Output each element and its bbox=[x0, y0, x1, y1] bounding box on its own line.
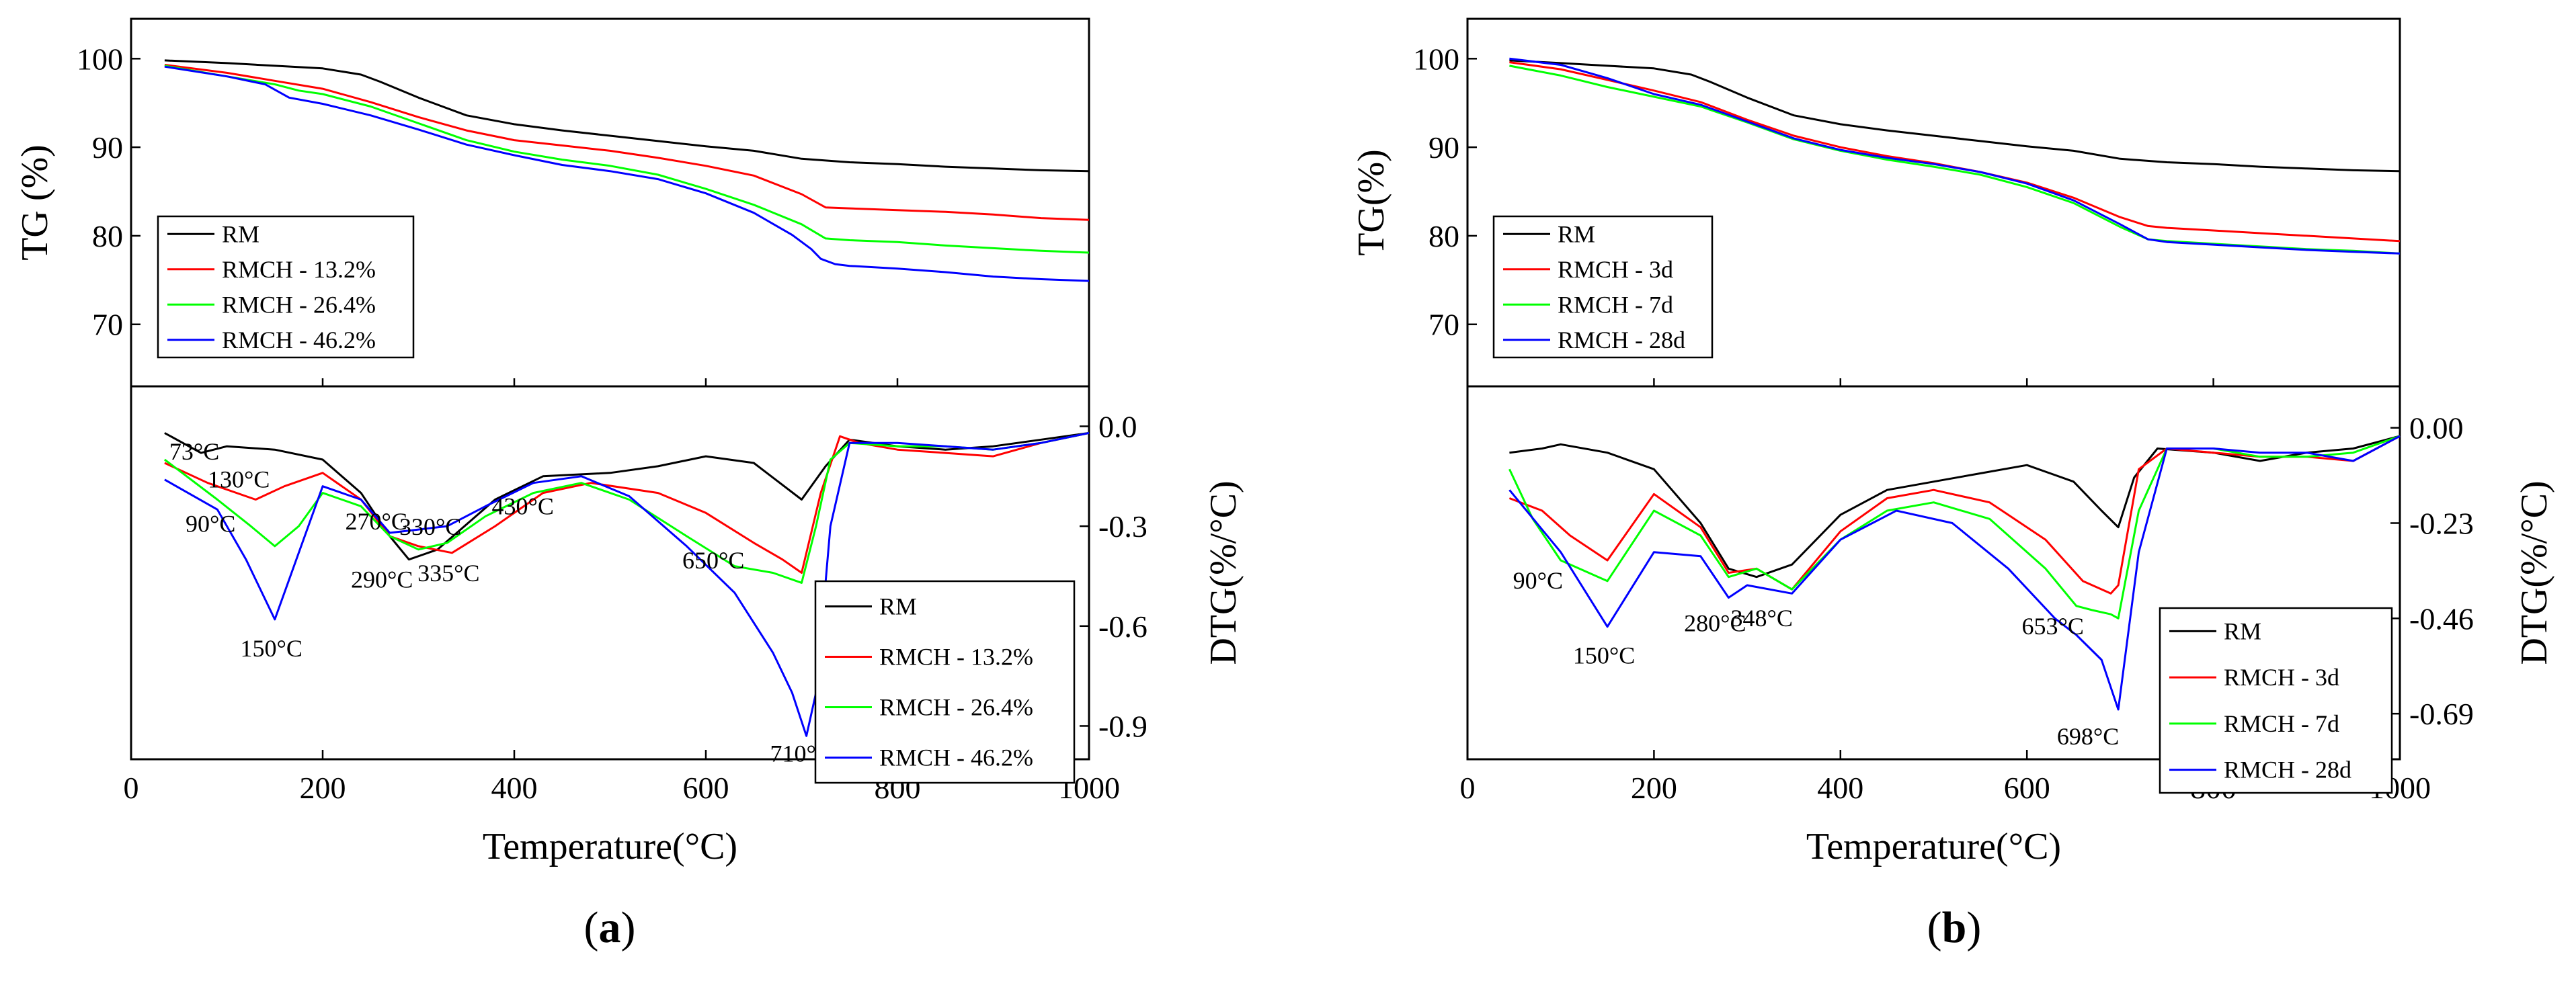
tg-y-tick-label: 100 bbox=[1413, 42, 1459, 76]
peak-annotation: 150°C bbox=[241, 635, 303, 662]
peak-annotation: 698°C bbox=[2057, 723, 2119, 750]
dtg-y-tick-label: -0.69 bbox=[2409, 697, 2474, 731]
dtg-series-line bbox=[1508, 435, 2401, 595]
tg-y-tick-label: 100 bbox=[77, 42, 123, 76]
peak-annotation: 280°C bbox=[1684, 610, 1746, 637]
x-tick-label: 600 bbox=[683, 771, 729, 805]
peak-annotation: 90°C bbox=[1513, 567, 1563, 594]
tg-legend-label: RM bbox=[222, 220, 259, 247]
tg-legend-label: RMCH - 3d bbox=[1558, 256, 1673, 283]
tg-series-line bbox=[1509, 61, 2401, 243]
dtg-series-line bbox=[164, 431, 1090, 574]
tg-y-tick-label: 70 bbox=[92, 308, 123, 342]
tg-legend-box bbox=[1492, 215, 1714, 359]
peak-annotation: 650°C bbox=[682, 547, 744, 574]
x-tick-label: 400 bbox=[491, 771, 538, 805]
dtg-y-tick-label: 0.0 bbox=[1098, 409, 1137, 443]
x-axis-label: Temperature(°C) bbox=[483, 826, 737, 867]
peak-annotation: 130°C bbox=[208, 466, 270, 493]
tg-y-axis-label: TG(%) bbox=[1351, 149, 1392, 256]
caption-close: ) bbox=[621, 903, 636, 952]
dtg-y-axis-label: DTG(%/°C) bbox=[1203, 480, 1244, 665]
tg-y-axis-label: TG (%) bbox=[14, 144, 56, 261]
dtg-legend-label: RM bbox=[2224, 617, 2261, 644]
caption-letter: b bbox=[1942, 903, 1967, 952]
tg-series-line bbox=[164, 65, 1090, 282]
tg-series-line bbox=[164, 59, 1090, 173]
dtg-legend-box bbox=[814, 580, 1076, 784]
dtg-legend-label: RMCH - 3d bbox=[2224, 664, 2339, 691]
dtg-y-tick-label: -0.46 bbox=[2409, 601, 2474, 636]
x-tick-label: 600 bbox=[2004, 771, 2050, 805]
caption-close: ) bbox=[1966, 903, 1981, 952]
dtg-y-tick-label: -0.6 bbox=[1098, 609, 1148, 644]
x-tick-label: 0 bbox=[124, 771, 139, 805]
panel-b: 02004006008001000Temperature(°C)70809010… bbox=[1351, 17, 2555, 952]
tg-legend-label: RMCH - 7d bbox=[1558, 291, 1673, 318]
peak-annotation: 653°C bbox=[2022, 613, 2084, 640]
caption-letter: a bbox=[599, 903, 621, 952]
tg-legend-label: RMCH - 13.2% bbox=[222, 256, 376, 283]
dtg-legend-label: RMCH - 28d bbox=[2224, 757, 2351, 783]
tg-legend-label: RMCH - 46.2% bbox=[222, 327, 376, 353]
dtg-series-line bbox=[163, 431, 1090, 584]
caption-open: ( bbox=[584, 903, 599, 952]
dtg-legend-label: RMCH - 26.4% bbox=[879, 694, 1033, 721]
tg-series-line bbox=[1509, 57, 2401, 255]
peak-annotation: 90°C bbox=[186, 510, 235, 537]
tg-y-tick-label: 80 bbox=[1428, 219, 1459, 253]
panel-a: 0 200 400 600 800 1000Temperature(°C)70809010… bbox=[14, 17, 1244, 952]
x-axis-label: Temperature(°C) bbox=[1806, 826, 2061, 867]
peak-annotation: 73°C bbox=[169, 438, 219, 465]
dtg-plot-frame bbox=[130, 385, 1090, 761]
x-tick-label: 400 bbox=[1817, 771, 1863, 805]
tg-legend-box bbox=[157, 215, 415, 359]
panel-caption: (b) bbox=[1927, 903, 1982, 952]
peak-annotation: 430°C bbox=[492, 493, 554, 520]
peak-annotation: 150°C bbox=[1573, 642, 1635, 669]
dtg-y-tick-label: -0.3 bbox=[1098, 509, 1148, 544]
x-tick-label: 0 bbox=[1460, 771, 1476, 805]
dtg-y-axis-label: DTG(%/°C) bbox=[2513, 480, 2555, 665]
tg-legend-label: RMCH - 26.4% bbox=[222, 291, 376, 318]
dtg-series-line bbox=[164, 431, 1090, 737]
peak-annotation: 335°C bbox=[417, 560, 479, 587]
dtg-legend-label: RMCH - 13.2% bbox=[879, 644, 1033, 671]
dtg-plot-frame bbox=[1466, 385, 2401, 761]
x-tick-label: 200 bbox=[1631, 771, 1677, 805]
caption-open: ( bbox=[1927, 903, 1942, 952]
tg-y-tick-label: 70 bbox=[1428, 308, 1459, 342]
x-tick-label: 200 bbox=[300, 771, 346, 805]
dtg-series-line bbox=[1508, 435, 2401, 620]
tg-y-tick-label: 80 bbox=[92, 219, 123, 253]
dtg-legend-label: RM bbox=[879, 593, 917, 620]
tg-legend-label: RM bbox=[1558, 220, 1595, 247]
peak-annotation: 270°C bbox=[346, 508, 407, 535]
dtg-legend-box bbox=[2159, 607, 2393, 794]
tg-series-line bbox=[1509, 59, 2401, 173]
tg-series-line bbox=[164, 65, 1090, 254]
panel-caption: (a) bbox=[584, 903, 636, 952]
peak-annotation: 330°C bbox=[399, 513, 461, 540]
dtg-legend-label: RMCH - 46.2% bbox=[879, 744, 1033, 771]
tg-series-line bbox=[164, 64, 1090, 221]
peak-annotation: 348°C bbox=[1730, 605, 1792, 632]
dtg-legend-label: RMCH - 7d bbox=[2224, 710, 2339, 737]
dtg-y-tick-label: -0.9 bbox=[1098, 709, 1148, 743]
tg-legend-label: RMCH - 28d bbox=[1558, 327, 1685, 353]
dtg-y-tick-label: 0.00 bbox=[2409, 411, 2464, 445]
tg-y-tick-label: 90 bbox=[92, 130, 123, 165]
dtg-y-tick-label: -0.23 bbox=[2409, 507, 2474, 541]
peak-annotation: 290°C bbox=[351, 566, 413, 593]
tg-y-tick-label: 90 bbox=[1428, 130, 1459, 165]
dtg-series-line bbox=[1508, 435, 2401, 711]
